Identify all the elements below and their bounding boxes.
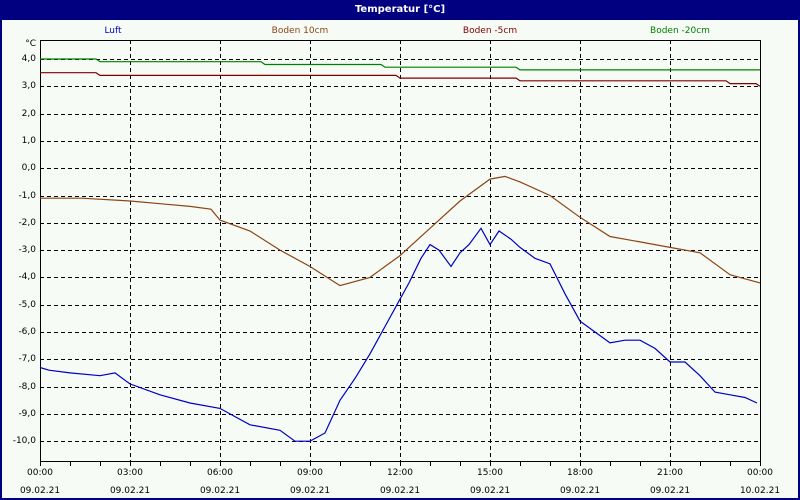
y-tick-label: 0,0 [21, 162, 36, 173]
y-tick-label: -1,0 [18, 190, 36, 201]
y-tick-label: 4,0 [21, 53, 36, 64]
y-tick-label: -2,0 [18, 217, 36, 228]
series-luft [39, 227, 758, 442]
plot-border [40, 40, 761, 462]
window-title: Temperatur [°C] [0, 0, 800, 20]
y-tick-label: 3,0 [21, 80, 36, 91]
y-tick-label: -8,0 [18, 381, 36, 392]
x-tick-label: 03:00 09.02.21 [109, 468, 151, 496]
y-tick-label: -5,0 [18, 299, 36, 310]
y-tick-label: -7,0 [18, 353, 36, 364]
y-tick-label: 2,0 [21, 108, 36, 119]
series-boden-20cm [40, 58, 760, 71]
x-tick-label: 00:00 09.02.21 [19, 468, 61, 496]
y-tick-label: -3,0 [18, 244, 36, 255]
x-tick-label: 09:00 09.02.21 [289, 468, 331, 496]
x-tick-label: 21:00 09.02.21 [649, 468, 691, 496]
y-tick-label: -4,0 [18, 271, 36, 282]
series-boden-10cm [40, 175, 761, 287]
x-tick-label: 18:00 09.02.21 [559, 468, 601, 496]
y-tick-label: -6,0 [18, 326, 36, 337]
y-tick-label: -10,0 [12, 435, 36, 446]
y-axis-unit: °C [25, 39, 36, 49]
x-tick-label: 00:00 10.02.21 [739, 468, 781, 496]
x-tick-label: 12:00 09.02.21 [379, 468, 421, 496]
legend-boden-20cm: Boden -20cm [650, 26, 710, 36]
x-tick-label: 15:00 09.02.21 [469, 468, 511, 496]
x-tick-label: 06:00 09.02.21 [199, 468, 241, 496]
legend-luft: Luft [104, 26, 122, 36]
legend-boden-5cm: Boden -5cm [462, 26, 518, 36]
legend-boden-10cm: Boden 10cm [271, 26, 329, 36]
y-tick-label: 1,0 [21, 135, 36, 146]
series-boden-5cm [40, 72, 761, 87]
y-tick-label: -9,0 [18, 408, 36, 419]
